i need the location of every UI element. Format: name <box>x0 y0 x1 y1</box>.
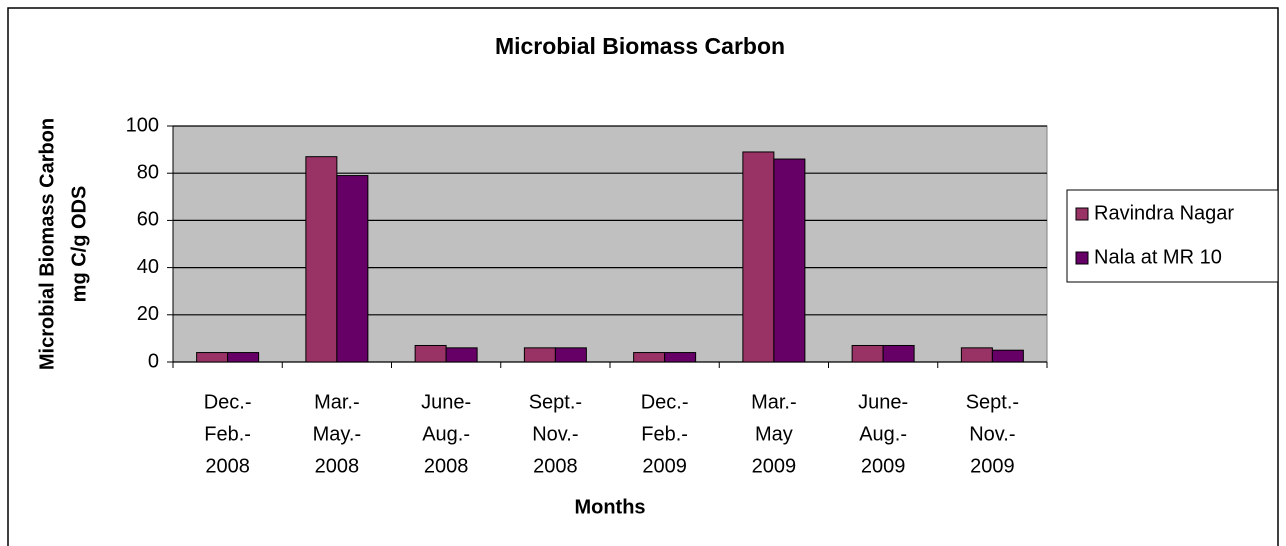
y-axis-label: mg C/g ODS <box>68 186 90 303</box>
x-tick-label: Aug.- <box>422 423 470 445</box>
x-tick-label: 2009 <box>861 455 906 477</box>
bar <box>305 156 338 363</box>
legend-box <box>1066 189 1279 283</box>
x-tick-label: Dec.- <box>204 391 252 413</box>
y-tick-label: 20 <box>137 303 159 325</box>
plot-area <box>172 125 1048 363</box>
x-tick-label: Feb.- <box>204 423 251 445</box>
y-tick-label: 60 <box>137 209 159 231</box>
y-axis-label: Microbial Biomass Carbon <box>36 118 58 370</box>
bar <box>336 175 369 363</box>
x-tick-label: Sept.- <box>966 391 1019 413</box>
bar <box>414 344 447 363</box>
bar <box>742 151 775 363</box>
bar <box>445 347 478 363</box>
legend-swatch <box>1075 207 1089 221</box>
legend-label: Nala at MR 10 <box>1094 246 1222 268</box>
chart-title: Microbial Biomass Carbon <box>495 33 785 59</box>
y-tick-label: 80 <box>137 161 159 183</box>
bar <box>991 349 1024 363</box>
x-tick-label: May <box>755 423 793 445</box>
bar <box>664 352 697 363</box>
x-tick-label: June- <box>858 391 908 413</box>
x-tick-label: Mar.- <box>314 391 360 413</box>
x-tick-label: 2009 <box>642 455 687 477</box>
x-tick-label: Dec.- <box>641 391 689 413</box>
bar <box>773 158 806 363</box>
bar <box>196 352 229 363</box>
bar <box>633 352 666 363</box>
x-tick-label: 2009 <box>752 455 797 477</box>
bar <box>960 347 993 363</box>
x-tick-label: 2008 <box>424 455 469 477</box>
x-tick-label: Feb.- <box>641 423 688 445</box>
x-tick-label: Sept.- <box>529 391 582 413</box>
bar <box>227 352 260 363</box>
x-tick-label: 2009 <box>970 455 1015 477</box>
x-tick-label: 2008 <box>533 455 578 477</box>
y-tick-label: 100 <box>126 114 159 136</box>
x-tick-label: June- <box>421 391 471 413</box>
bar <box>554 347 587 363</box>
x-tick-label: Mar.- <box>751 391 797 413</box>
x-tick-label: 2008 <box>205 455 250 477</box>
bar <box>523 347 556 363</box>
y-tick-label: 0 <box>148 350 159 372</box>
y-tick-label: 40 <box>137 256 159 278</box>
legend-swatch <box>1075 251 1089 265</box>
bar <box>882 344 915 363</box>
x-tick-label: Aug.- <box>859 423 907 445</box>
x-tick-label: Nov.- <box>532 423 578 445</box>
x-tick-label: Nov.- <box>969 423 1015 445</box>
legend-label: Ravindra Nagar <box>1094 202 1234 224</box>
bar <box>851 344 884 363</box>
x-tick-label: May.- <box>313 423 362 445</box>
x-axis-label: Months <box>574 496 645 518</box>
x-tick-label: 2008 <box>315 455 360 477</box>
